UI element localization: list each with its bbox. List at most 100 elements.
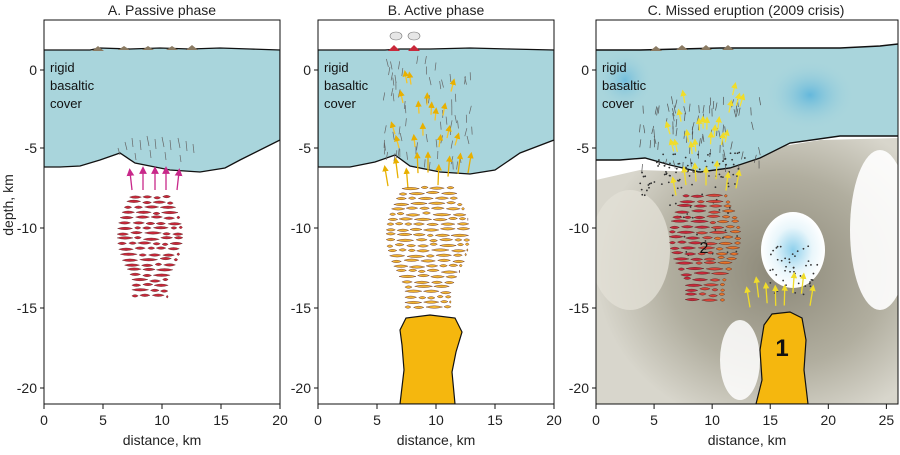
sill-lens xyxy=(176,215,181,219)
flow-arrow xyxy=(445,155,453,177)
sill-lens xyxy=(710,226,725,230)
sill-lens xyxy=(459,264,463,268)
flow-arrow xyxy=(681,165,688,186)
seismic-event xyxy=(731,158,734,161)
sill-lens xyxy=(151,293,165,297)
seismic-event xyxy=(669,174,671,177)
sill-lens xyxy=(695,261,703,265)
fracture xyxy=(383,146,386,155)
seismic-event xyxy=(734,152,736,155)
seismic-event xyxy=(662,153,665,156)
flow-arrow xyxy=(432,107,439,121)
x-tick-label: 10 xyxy=(428,412,444,428)
seismic-event xyxy=(743,157,746,159)
sill-lens xyxy=(135,210,152,214)
sill-lens xyxy=(163,216,176,220)
fracture xyxy=(643,125,646,134)
sill-lens xyxy=(420,185,429,189)
fracture xyxy=(439,81,442,90)
seismic-event xyxy=(675,171,677,174)
sill-lens xyxy=(717,261,733,265)
sill-lens xyxy=(426,233,434,237)
y-tick-label: -10 xyxy=(569,220,589,236)
cover-label-line1: rigid xyxy=(50,60,75,75)
seismic-event xyxy=(722,237,724,239)
sill-lens xyxy=(722,278,727,282)
flow-arrow xyxy=(403,167,411,189)
sill-lens xyxy=(141,263,154,267)
seismic-event xyxy=(704,240,707,242)
sill-lens xyxy=(691,209,707,213)
sill-lens xyxy=(131,283,142,287)
fracture xyxy=(639,139,642,148)
basaltic-cover xyxy=(44,47,280,173)
fracture xyxy=(700,135,704,144)
sill-lens xyxy=(446,201,456,205)
sill-lens xyxy=(446,186,455,190)
seismic-event xyxy=(668,166,671,169)
fracture xyxy=(466,135,470,145)
flow-arrow xyxy=(731,81,738,96)
fracture xyxy=(424,159,426,168)
sill-lens xyxy=(719,283,726,287)
fracture xyxy=(416,55,419,64)
sill-lens xyxy=(410,202,428,205)
sill-lens xyxy=(734,236,742,240)
seismic-event xyxy=(687,169,690,172)
sill-lens xyxy=(693,204,708,208)
sill-lens xyxy=(711,288,719,292)
seismic-event xyxy=(707,153,709,156)
seismic-event xyxy=(682,216,685,219)
y-tick-label: -15 xyxy=(569,300,589,316)
seismic-event xyxy=(809,285,812,288)
sill-lens xyxy=(444,281,455,285)
sill-lens xyxy=(413,305,425,309)
seismic-event xyxy=(644,175,647,178)
seismic-event xyxy=(639,182,642,185)
flow-arrow xyxy=(744,286,751,308)
sill-lens xyxy=(677,267,685,271)
fracture xyxy=(390,87,394,97)
tomography-light-zone xyxy=(850,150,898,310)
sill-lens xyxy=(159,257,172,261)
fracture xyxy=(671,96,674,105)
fluid-flow-arrows xyxy=(664,81,816,308)
seismic-event xyxy=(691,216,694,219)
flow-arrow xyxy=(713,160,721,180)
sill-lens xyxy=(703,242,718,246)
sill-lens xyxy=(439,264,448,268)
fracture xyxy=(424,55,427,65)
sill-lens xyxy=(167,222,182,226)
fracture xyxy=(691,121,695,131)
sill-lens xyxy=(679,200,696,204)
seismic-event xyxy=(705,165,708,168)
seismic-event xyxy=(674,202,677,205)
seismic-event xyxy=(667,181,670,184)
seismic-event xyxy=(738,151,741,154)
sill-lens xyxy=(429,239,438,243)
sill-lens xyxy=(685,236,701,240)
fracture xyxy=(673,160,676,169)
sill-lens xyxy=(138,253,147,257)
seismic-event xyxy=(640,188,643,191)
seismic-event xyxy=(685,251,688,253)
sill-lens xyxy=(404,222,413,226)
seismic-event xyxy=(771,268,774,271)
seismic-event xyxy=(794,255,796,258)
fracture xyxy=(428,77,432,86)
sill-lens xyxy=(677,240,687,244)
sill-lens xyxy=(117,241,127,245)
fracture xyxy=(440,121,442,130)
sill-lens xyxy=(674,261,694,265)
seismic-event xyxy=(691,183,693,186)
sill-lens xyxy=(412,233,426,237)
y-tick-label: -5 xyxy=(577,140,590,156)
sill-lens xyxy=(696,200,705,204)
fracture xyxy=(730,141,733,150)
flow-arrow xyxy=(402,70,409,84)
panel-c: 1 2 rigid basaltic cover xyxy=(595,19,899,405)
seismic-event xyxy=(660,183,663,186)
fracture xyxy=(425,133,428,143)
sill-lens xyxy=(419,206,430,210)
seismic-event xyxy=(701,193,704,196)
